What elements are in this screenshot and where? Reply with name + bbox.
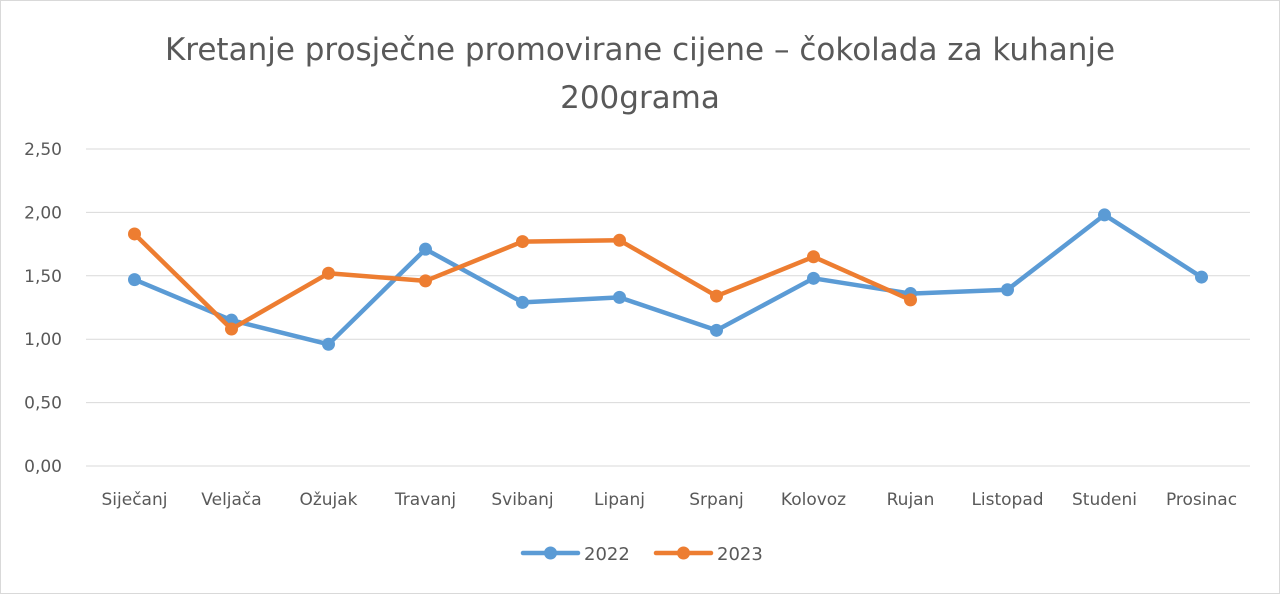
legend-label: 2022 <box>584 544 630 565</box>
y-tick-label: 1,00 <box>24 330 62 350</box>
data-point <box>225 322 238 336</box>
y-axis-ticks: 0,00 0,50 1,00 1,50 2,00 2,50 <box>24 140 62 477</box>
series-group <box>128 208 1208 351</box>
legend-swatch-marker <box>544 546 557 560</box>
data-point <box>128 227 141 241</box>
data-point <box>322 337 335 351</box>
data-point <box>613 233 626 247</box>
series-line <box>132 212 1204 347</box>
chart-title: Kretanje prosječne promovirane cijene – … <box>0 26 1280 122</box>
y-tick-label: 1,50 <box>24 267 62 287</box>
data-point <box>710 289 723 303</box>
x-tick-label: Siječanj <box>102 490 168 510</box>
x-tick-label: Listopad <box>971 490 1043 510</box>
x-tick-label: Rujan <box>887 490 935 510</box>
data-point <box>613 290 626 304</box>
x-tick-label: Ožujak <box>299 490 357 510</box>
data-point <box>419 274 432 288</box>
series-line <box>132 231 913 332</box>
legend-item: 2022 <box>520 544 630 565</box>
legend-swatch-marker <box>677 546 690 560</box>
data-point <box>1195 270 1208 284</box>
x-tick-label: Lipanj <box>594 490 645 510</box>
data-point <box>904 293 917 307</box>
series-2022 <box>128 208 1208 351</box>
data-point <box>807 250 820 264</box>
y-tick-label: 2,50 <box>24 140 62 160</box>
legend-item: 2023 <box>653 544 763 565</box>
x-tick-label: Studeni <box>1072 490 1137 510</box>
x-tick-label: Veljača <box>201 490 261 510</box>
legend: 2022 2023 <box>520 544 763 565</box>
data-point <box>516 295 529 309</box>
data-point <box>516 235 529 249</box>
x-tick-label: Srpanj <box>689 490 744 510</box>
gridlines <box>86 148 1250 467</box>
legend-label: 2023 <box>717 544 763 565</box>
data-point <box>419 242 432 256</box>
data-point <box>807 271 820 285</box>
data-point <box>710 323 723 337</box>
y-tick-label: 0,50 <box>24 394 62 414</box>
series-2023 <box>128 227 917 336</box>
chart-title-line-1: Kretanje prosječne promovirane cijene – … <box>164 32 1116 68</box>
x-tick-label: Kolovoz <box>781 490 846 510</box>
x-axis-ticks: Siječanj Veljača Ožujak Travanj Svibanj Lipan… <box>102 490 1238 510</box>
y-tick-label: 2,00 <box>24 203 62 223</box>
data-point <box>1001 283 1014 297</box>
data-point <box>128 273 141 287</box>
x-tick-label: Prosinac <box>1166 490 1237 510</box>
chart-title-line-2: 200grama <box>560 80 720 116</box>
data-point <box>1098 208 1111 222</box>
x-tick-label: Travanj <box>394 490 456 510</box>
data-point <box>322 266 335 280</box>
x-tick-label: Svibanj <box>491 490 553 510</box>
y-tick-label: 0,00 <box>24 457 62 477</box>
